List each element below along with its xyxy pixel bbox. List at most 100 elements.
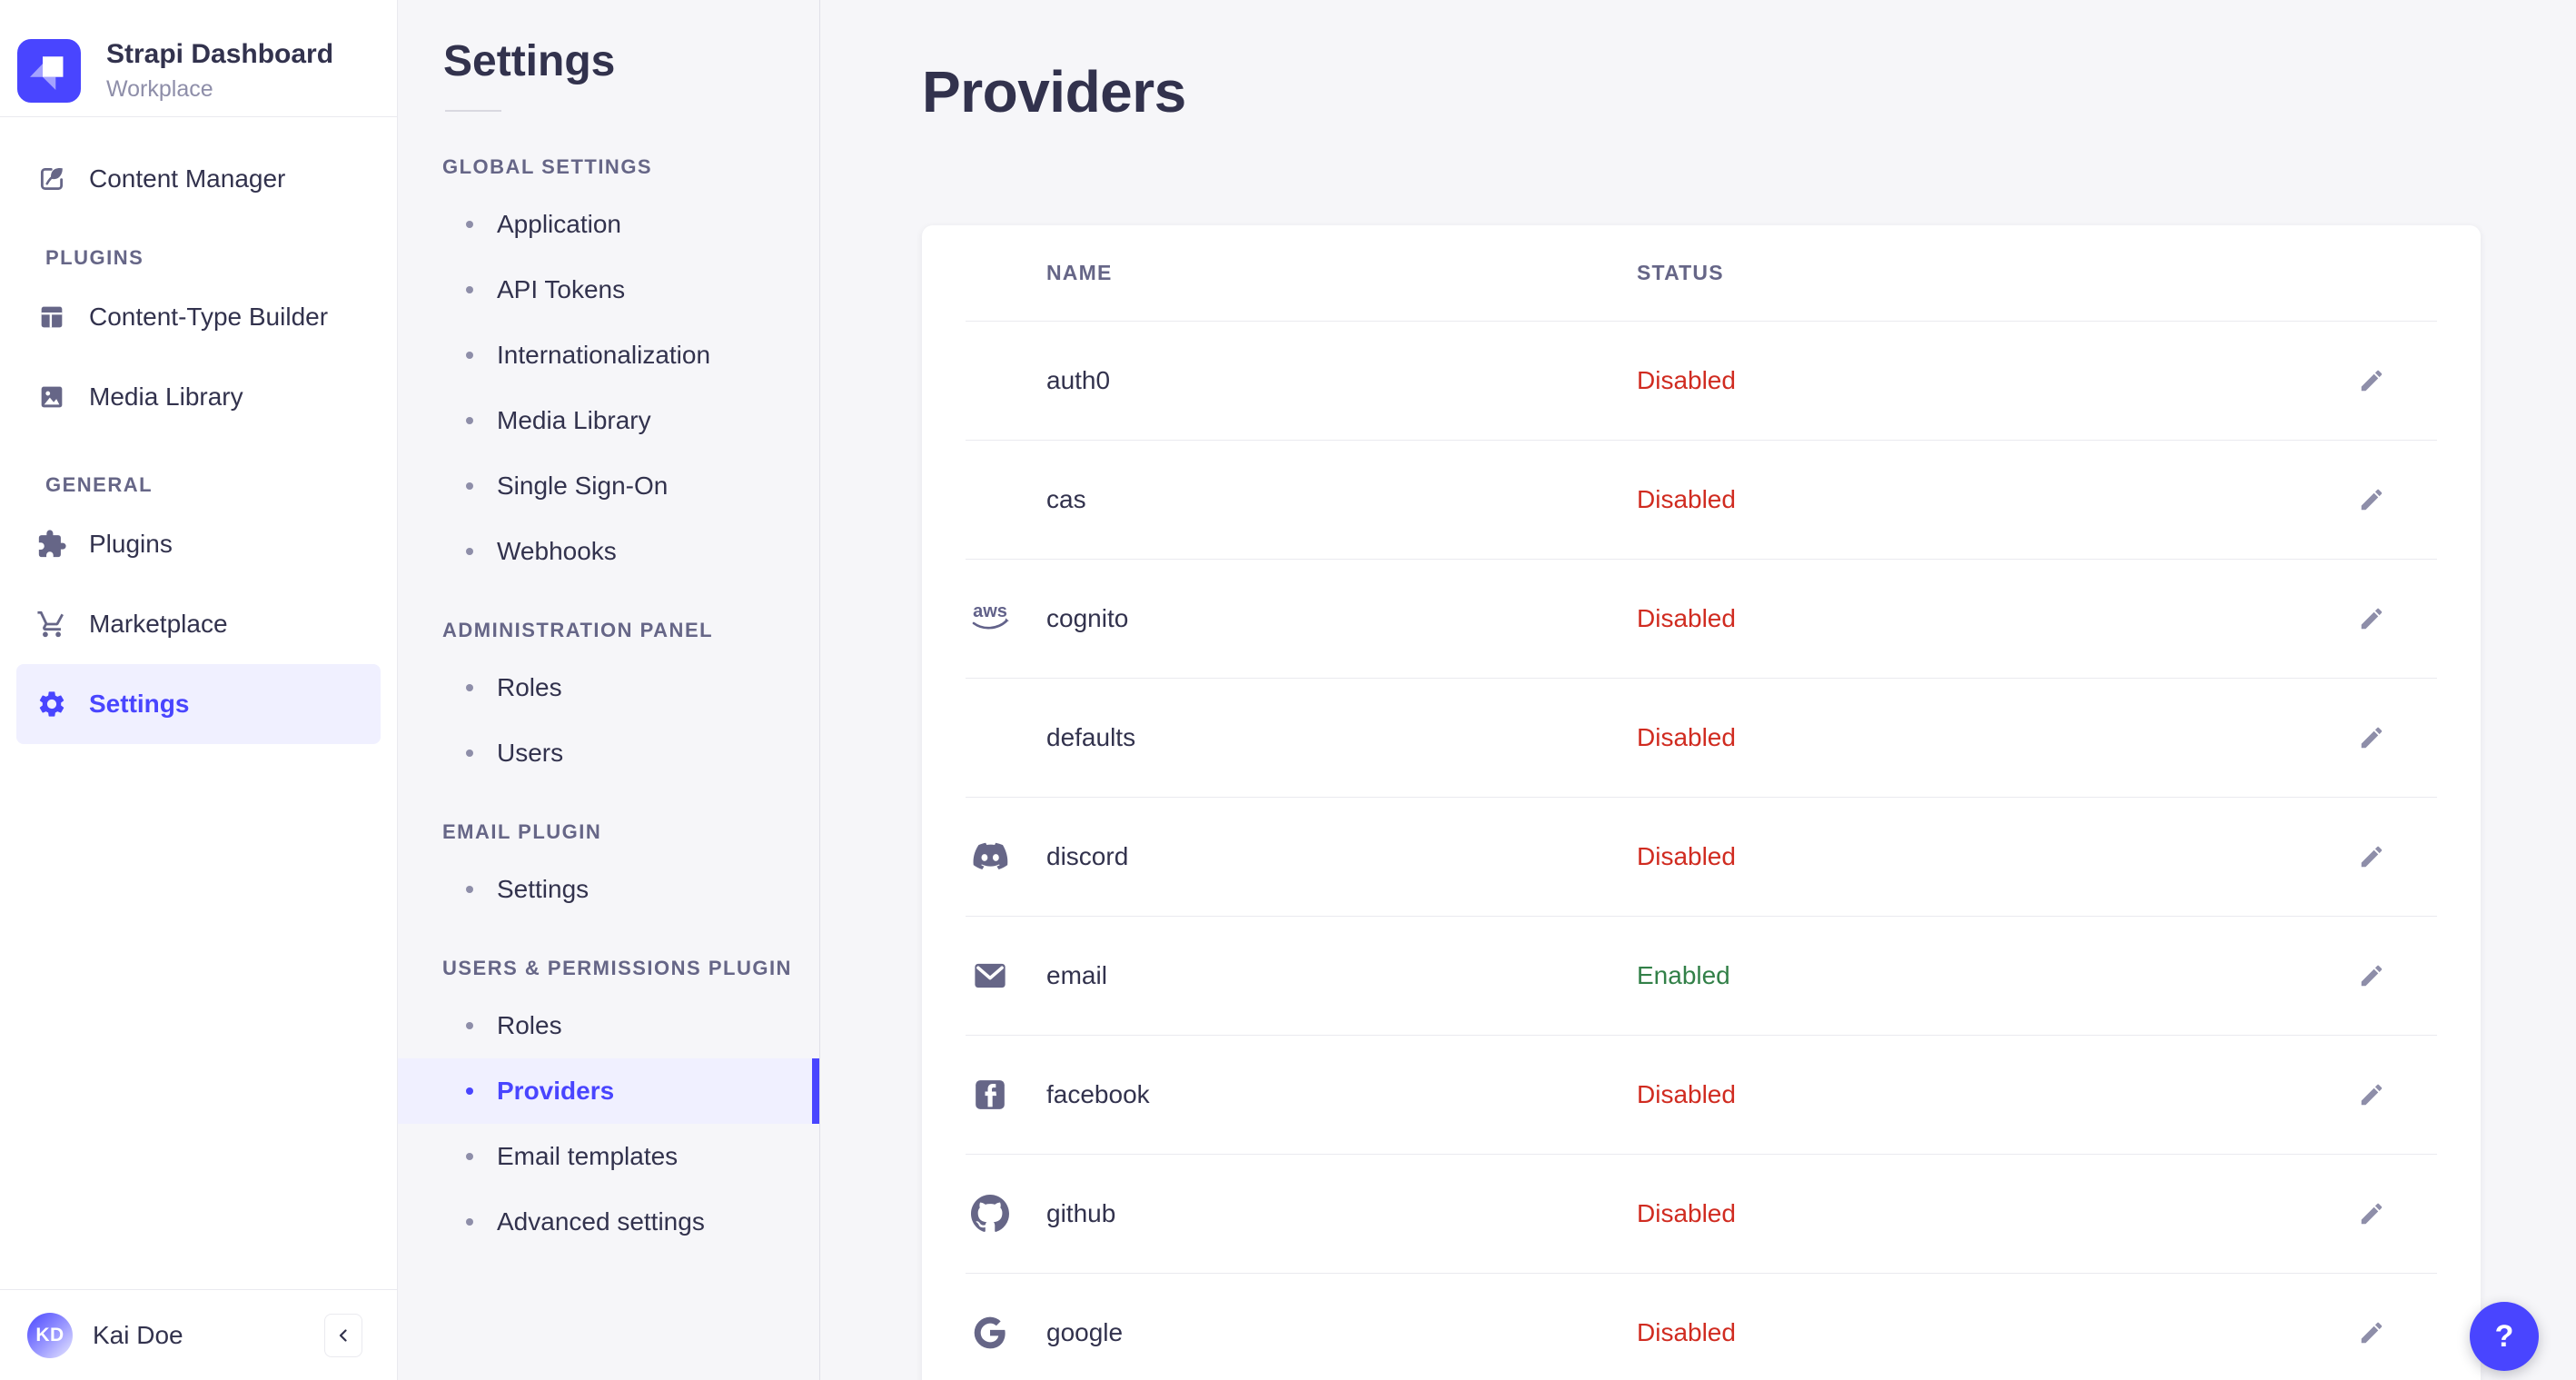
- subnav-list: Roles Users: [398, 655, 819, 786]
- subnav-item-label: Email templates: [497, 1142, 679, 1170]
- shopping-cart-icon: [36, 609, 67, 640]
- sidebar-item-content-type-builder[interactable]: Content-Type Builder: [0, 277, 397, 357]
- subnav-item-up-roles[interactable]: Roles: [398, 993, 819, 1058]
- sidebar-item-settings[interactable]: Settings: [16, 664, 381, 744]
- edit-provider-button[interactable]: [2352, 361, 2392, 401]
- subnav-item-label: Providers: [497, 1077, 615, 1105]
- row-divider: [966, 440, 2437, 441]
- sidebar-item-content-manager[interactable]: Content Manager: [0, 139, 397, 219]
- provider-name: github: [1046, 1199, 1116, 1227]
- avatar[interactable]: KD: [27, 1312, 73, 1358]
- subnav-item-single-sign-on[interactable]: Single Sign-On: [398, 453, 819, 519]
- provider-name: defaults: [1046, 723, 1136, 751]
- edit-provider-button[interactable]: [2352, 480, 2392, 520]
- subnav-item-label: Media Library: [497, 406, 651, 434]
- subnav-item-admin-users[interactable]: Users: [398, 720, 819, 786]
- pencil-icon: [2361, 608, 2383, 630]
- row-divider: [966, 1035, 2437, 1036]
- provider-name: auth0: [1046, 366, 1111, 394]
- edit-provider-button[interactable]: [2352, 956, 2392, 996]
- strapi-logo-icon: [17, 38, 81, 103]
- row-divider: [966, 797, 2437, 798]
- status-text: Disabled: [1637, 1199, 1736, 1227]
- sidebar-item-label: Content Manager: [89, 164, 286, 193]
- table-row: defaults Disabled: [922, 679, 2481, 797]
- subnav-item-label: Roles: [497, 673, 562, 701]
- page-title: Providers: [922, 59, 1186, 124]
- status-text: Disabled: [1637, 1318, 1736, 1346]
- bullet-icon: [466, 1022, 473, 1029]
- sidebar-nav: Content Manager PLUGINS Content-Type Bui…: [0, 117, 397, 1289]
- subnav-section-global-settings: GLOBAL SETTINGS: [442, 155, 653, 178]
- status-text: Disabled: [1637, 723, 1736, 751]
- subnav-item-media-library[interactable]: Media Library: [398, 388, 819, 453]
- subnav-item-advanced-settings[interactable]: Advanced settings: [398, 1189, 819, 1255]
- subnav-item-webhooks[interactable]: Webhooks: [398, 519, 819, 584]
- sidebar-item-label: Content-Type Builder: [89, 303, 329, 331]
- main-sidebar: Strapi Dashboard Workplace Content Manag…: [0, 0, 398, 1380]
- edit-provider-button[interactable]: [2352, 718, 2392, 758]
- edit-provider-button[interactable]: [2352, 1075, 2392, 1115]
- workspace-name: Workplace: [106, 76, 213, 102]
- github-icon: [965, 1195, 1016, 1233]
- sidebar-item-plugins[interactable]: Plugins: [0, 504, 397, 584]
- table-header: NAME STATUS: [922, 225, 2481, 321]
- edit-provider-button[interactable]: [2352, 1313, 2392, 1353]
- status-text: Disabled: [1637, 366, 1736, 394]
- workspace-switcher[interactable]: Strapi Dashboard Workplace: [0, 0, 397, 116]
- subnav-item-admin-roles[interactable]: Roles: [398, 655, 819, 720]
- chevron-left-icon: [332, 1325, 354, 1346]
- subnav-list: Application API Tokens Internationalizat…: [398, 192, 819, 584]
- subnav-item-api-tokens[interactable]: API Tokens: [398, 257, 819, 323]
- facebook-icon: [965, 1077, 1016, 1113]
- table-row: cas Disabled: [922, 441, 2481, 559]
- bullet-icon: [466, 286, 473, 293]
- sidebar-item-media-library[interactable]: Media Library: [0, 357, 397, 437]
- table-row: facebook Disabled: [922, 1036, 2481, 1154]
- sidebar-section-general: GENERAL: [45, 473, 154, 496]
- edit-provider-button[interactable]: [2352, 599, 2392, 639]
- subnav-section-administration-panel: ADMINISTRATION PANEL: [442, 619, 714, 641]
- subnav-item-label: Advanced settings: [497, 1207, 705, 1236]
- subnav-section-email-plugin: EMAIL PLUGIN: [442, 820, 602, 843]
- column-header-status: STATUS: [1637, 261, 1724, 284]
- table-row: github Disabled: [922, 1155, 2481, 1273]
- puzzle-icon: [36, 529, 67, 560]
- sidebar-item-label: Marketplace: [89, 610, 228, 638]
- main-content: Providers NAME STATUS auth0 Disabled cas…: [820, 0, 2576, 1380]
- subnav-item-email-templates[interactable]: Email templates: [398, 1124, 819, 1189]
- image-icon: [36, 382, 67, 412]
- pencil-icon: [2361, 489, 2383, 511]
- table-row: auth0 Disabled: [922, 322, 2481, 440]
- pencil-icon: [2361, 1084, 2383, 1106]
- pencil-icon: [2361, 727, 2383, 749]
- edit-provider-button[interactable]: [2352, 837, 2392, 877]
- discord-icon: [965, 837, 1016, 877]
- subnav-item-label: Roles: [497, 1011, 562, 1039]
- provider-name: cas: [1046, 485, 1086, 513]
- pencil-icon: [2361, 370, 2383, 392]
- subnav-item-label: Internationalization: [497, 341, 711, 369]
- bullet-icon: [466, 684, 473, 691]
- subnav-item-label: Single Sign-On: [497, 472, 669, 500]
- edit-provider-button[interactable]: [2352, 1194, 2392, 1234]
- collapse-sidebar-button[interactable]: [324, 1313, 362, 1357]
- help-button[interactable]: ?: [2470, 1302, 2539, 1371]
- subnav-list: Settings: [398, 857, 819, 922]
- sidebar-item-marketplace[interactable]: Marketplace: [0, 584, 397, 664]
- column-header-name: NAME: [1046, 261, 1113, 284]
- subnav-list: Roles Providers Email templates Advanced…: [398, 993, 819, 1255]
- provider-name: facebook: [1046, 1080, 1150, 1108]
- row-divider: [966, 1273, 2437, 1274]
- subnav-item-application[interactable]: Application: [398, 192, 819, 257]
- bullet-icon: [466, 548, 473, 555]
- subnav-item-providers[interactable]: Providers: [398, 1058, 819, 1124]
- divider: [0, 116, 397, 117]
- sidebar-section-plugins: PLUGINS: [45, 246, 144, 269]
- table-row: google Disabled: [922, 1274, 2481, 1380]
- subnav-item-email-settings[interactable]: Settings: [398, 857, 819, 922]
- subnav-item-internationalization[interactable]: Internationalization: [398, 323, 819, 388]
- bullet-icon: [466, 1218, 473, 1226]
- status-text: Disabled: [1637, 842, 1736, 870]
- subnav-title: Settings: [443, 37, 616, 85]
